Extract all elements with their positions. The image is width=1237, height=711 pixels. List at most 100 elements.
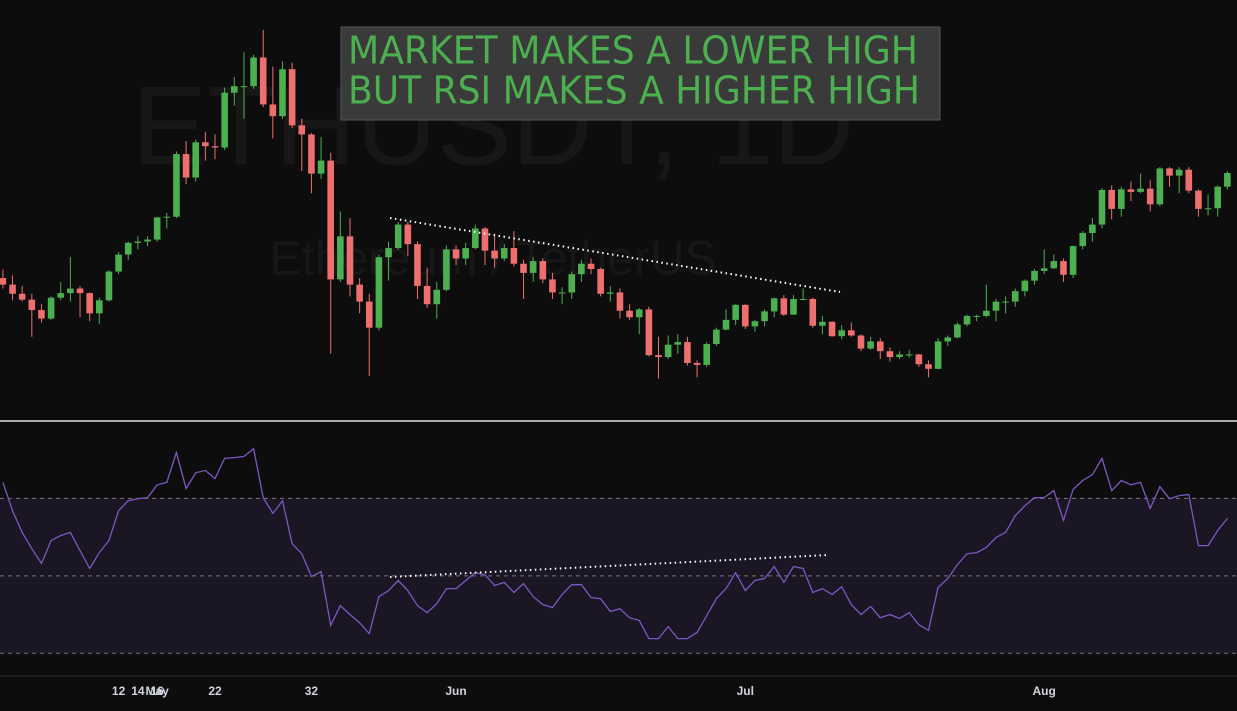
candle-body	[799, 298, 807, 300]
candle-body	[655, 355, 662, 358]
candle-body	[317, 160, 325, 174]
candle-body	[732, 304, 739, 320]
candle-body	[1175, 169, 1183, 176]
candle-body	[1069, 246, 1077, 275]
candle-body	[433, 289, 441, 305]
candle-body	[693, 362, 701, 365]
candle-body	[616, 292, 624, 311]
candle-body	[876, 341, 884, 352]
candle-body	[192, 142, 200, 178]
candle-body	[375, 257, 383, 328]
candle-body	[288, 69, 296, 126]
candle-body	[558, 292, 566, 294]
candle-body	[905, 354, 913, 356]
candle-body	[124, 242, 132, 255]
candle-body	[992, 301, 1000, 311]
candle-body	[182, 154, 190, 178]
candle-body	[500, 248, 508, 259]
candle-body	[0, 278, 7, 285]
rsi-pane	[0, 447, 1237, 654]
candle-body	[308, 134, 315, 174]
candle-body	[635, 309, 643, 318]
candle-body	[96, 300, 103, 314]
candle-body	[1079, 233, 1087, 247]
candle-body	[722, 319, 730, 330]
candle-body	[462, 248, 469, 259]
candle-body	[67, 288, 74, 294]
candle-body	[134, 241, 142, 243]
candle-body	[578, 263, 585, 275]
candle-body	[1185, 169, 1193, 191]
candle-body	[607, 292, 614, 294]
annotation-line: MARKET MAKES A LOWER HIGH	[348, 29, 918, 73]
candle-body	[1214, 186, 1222, 209]
candle-body	[664, 344, 672, 358]
candle-body	[298, 125, 306, 135]
candle-body	[1002, 301, 1009, 303]
candle-body	[896, 354, 903, 358]
candle-body	[1137, 188, 1144, 192]
candle-body	[780, 298, 788, 315]
candle-body	[259, 57, 267, 105]
candle-body	[9, 284, 16, 294]
candle-body	[1127, 189, 1135, 192]
candle-body	[684, 342, 691, 363]
candle-body	[944, 337, 952, 342]
x-tick-label: 32	[305, 684, 319, 698]
candle-body	[394, 224, 402, 249]
rsi-line	[2, 447, 1228, 640]
candle-body	[115, 254, 122, 272]
candle-body	[983, 310, 990, 316]
x-tick-label: 14	[131, 684, 145, 698]
candle-body	[38, 310, 45, 319]
candle-body	[674, 342, 682, 345]
candle-body	[703, 344, 711, 365]
candle-body	[915, 354, 923, 365]
candle-body	[809, 298, 817, 326]
candle-body	[1060, 261, 1067, 275]
candle-body	[741, 304, 749, 327]
candle-body	[1050, 261, 1058, 269]
candle-body	[337, 236, 344, 280]
candle-body	[153, 217, 161, 240]
candle-body	[491, 250, 498, 259]
candle-body	[173, 154, 180, 217]
candle-body	[230, 86, 238, 93]
candle-body	[1118, 189, 1125, 209]
candle-body	[886, 351, 894, 358]
candle-body	[47, 297, 55, 319]
candle-body	[1031, 270, 1038, 281]
candle-body	[472, 228, 479, 249]
annotation-line: BUT RSI MAKES A HIGHER HIGH	[348, 69, 920, 113]
candle-body	[510, 248, 518, 264]
candle-body	[1224, 172, 1231, 187]
candle-body	[423, 285, 431, 305]
candle-body	[443, 249, 450, 290]
candle-body	[1021, 280, 1029, 292]
candle-body	[57, 293, 65, 298]
candle-body	[819, 321, 826, 326]
candle-body	[221, 92, 228, 148]
candle-body	[1195, 190, 1202, 209]
candle-body	[1156, 168, 1164, 205]
x-tick-label: 12	[112, 684, 126, 698]
candle-body	[770, 298, 778, 312]
candle-body	[626, 310, 633, 318]
candle-body	[28, 299, 36, 311]
x-tick-label: May	[145, 684, 169, 698]
candle-body	[838, 330, 845, 337]
candle-body	[1011, 291, 1019, 302]
candle-body	[867, 341, 874, 349]
candle-body	[385, 248, 392, 258]
candle-body	[848, 330, 855, 336]
x-tick-label: 16	[150, 684, 164, 698]
candle-body	[587, 263, 595, 269]
candle-body	[327, 160, 335, 280]
candle-body	[18, 293, 26, 300]
candle-body	[934, 341, 942, 369]
candle-body	[751, 321, 759, 327]
rsi-trend-line	[389, 554, 829, 578]
candle-body	[761, 311, 768, 322]
